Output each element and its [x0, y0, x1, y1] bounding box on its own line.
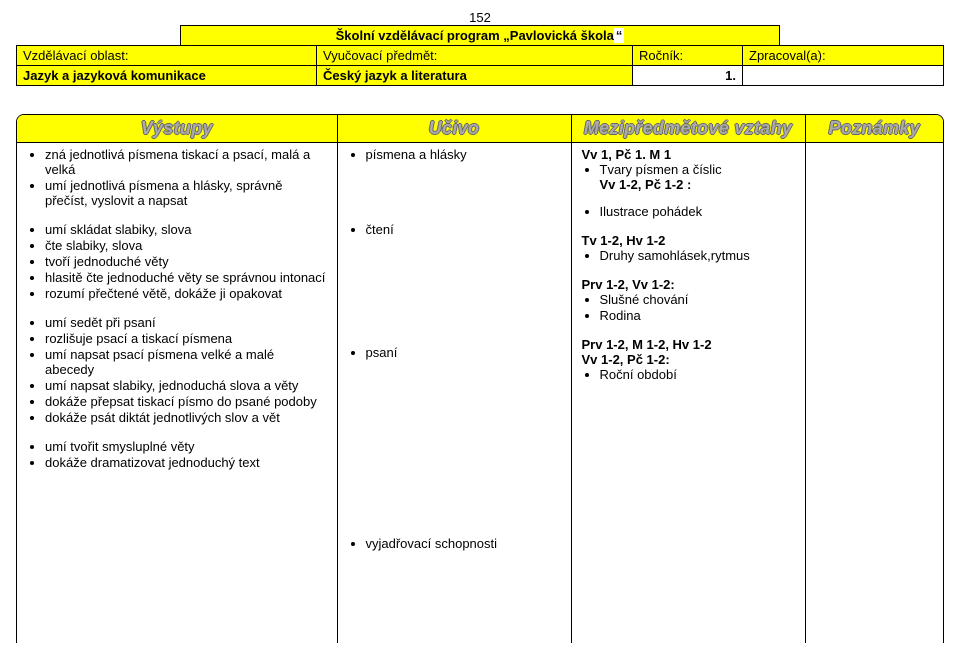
outputs-cell: zná jednotlivá písmena tiskací a psací, …	[17, 143, 337, 643]
list-item: Slušné chování	[600, 292, 795, 307]
list-item: tvoří jednoduché věty	[45, 254, 327, 269]
rel-head: Vv 1, Pč 1. M 1	[582, 147, 795, 162]
col-header-outputs: Výstupy	[17, 115, 337, 143]
curriculum-table: Výstupy Učivo Mezipředmětové vztahy Pozn…	[17, 115, 943, 643]
list-item: zná jednotlivá písmena tiskací a psací, …	[45, 147, 327, 177]
header-table: Vzdělávací oblast: Vyučovací předmět: Ro…	[16, 45, 944, 86]
list-item: dokáže psát diktát jednotlivých slov a v…	[45, 410, 327, 425]
list-item: rozlišuje psací a tiskací písmena	[45, 331, 327, 346]
program-banner: Školní vzdělávací program Pavlovická ško…	[180, 25, 780, 45]
list-item: umí tvořit smysluplné věty	[45, 439, 327, 454]
relations-cell: Vv 1, Pč 1. M 1 Tvary písmen a číslic Vv…	[571, 143, 805, 643]
hdr-area-label: Vzdělávací oblast:	[17, 46, 317, 66]
notes-cell	[805, 143, 943, 643]
rel-head: Tv 1-2, Hv 1-2	[582, 233, 795, 248]
list-item: umí napsat psací písmena velké a malé ab…	[45, 347, 327, 377]
list-item: vyjadřovací schopnosti	[366, 536, 561, 551]
hdr-subject-label: Vyučovací předmět:	[317, 46, 633, 66]
list-item: Rodina	[600, 308, 795, 323]
rel-head: Prv 1-2, M 1-2, Hv 1-2	[582, 337, 795, 352]
col-header-notes: Poznámky	[805, 115, 943, 143]
list-item: Druhy samohlásek,rytmus	[600, 248, 795, 263]
hdr-grade-value: 1.	[633, 66, 743, 86]
page-number: 152	[16, 10, 944, 25]
col-header-relations: Mezipředmětové vztahy	[571, 115, 805, 143]
rel-head: Vv 1-2, Pč 1-2:	[582, 352, 795, 367]
list-item: rozumí přečtené větě, dokáže ji opakovat	[45, 286, 327, 301]
list-item: umí jednotlivá písmena a hlásky, správně…	[45, 178, 327, 208]
list-item: čtení	[366, 222, 561, 237]
list-item: umí napsat slabiky, jednoduchá slova a v…	[45, 378, 327, 393]
list-item: dokáže přepsat tiskací písmo do psané po…	[45, 394, 327, 409]
list-item: Ilustrace pohádek	[600, 204, 795, 219]
list-item: umí skládat slabiky, slova	[45, 222, 327, 237]
hdr-subject-value: Český jazyk a literatura	[317, 66, 633, 86]
list-item: psaní	[366, 345, 561, 360]
hdr-author-value	[743, 66, 944, 86]
list-item: písmena a hlásky	[366, 147, 561, 162]
col-header-content: Učivo	[337, 115, 571, 143]
curriculum-table-wrap: Výstupy Učivo Mezipředmětové vztahy Pozn…	[16, 114, 944, 643]
hdr-grade-label: Ročník:	[633, 46, 743, 66]
rel-head: Prv 1-2, Vv 1-2:	[582, 277, 795, 292]
banner-title-2: Pavlovická škola	[503, 28, 624, 43]
list-item: Roční období	[600, 367, 795, 382]
hdr-area-value: Jazyk a jazyková komunikace	[17, 66, 317, 86]
list-item: hlasitě čte jednoduché věty se správnou …	[45, 270, 327, 285]
list-item: umí sedět při psaní	[45, 315, 327, 330]
banner-title-1: Školní vzdělávací program	[336, 28, 500, 43]
list-item: čte slabiky, slova	[45, 238, 327, 253]
content-cell: písmena a hlásky čtení psaní vyjadřovací…	[337, 143, 571, 643]
list-item: dokáže dramatizovat jednoduchý text	[45, 455, 327, 470]
hdr-author-label: Zpracoval(a):	[743, 46, 944, 66]
list-item: Tvary písmen a číslic Vv 1-2, Pč 1-2 :	[600, 162, 795, 192]
